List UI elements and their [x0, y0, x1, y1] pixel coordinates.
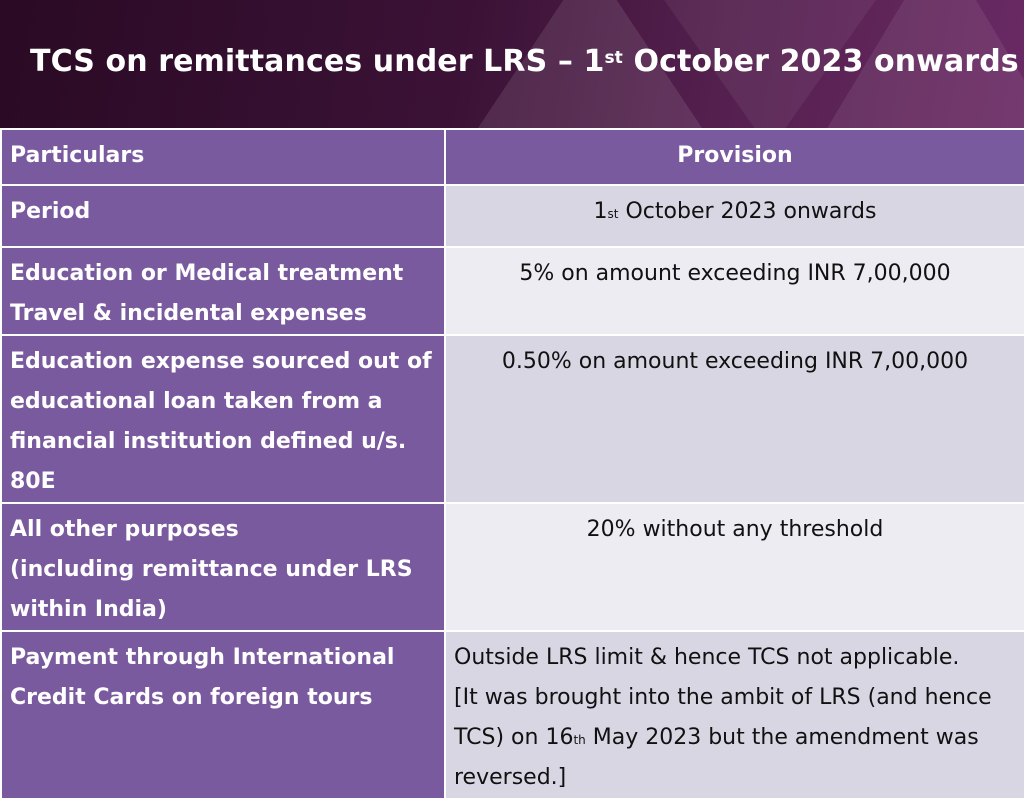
row-label: Education or Medical treatment Travel & i… — [0, 246, 446, 336]
row-label: Education expense sourced out of educati… — [0, 334, 446, 504]
table-row: Education expense sourced out of educati… — [0, 334, 1024, 504]
row-value: 5% on amount exceeding INR 7,00,000 — [444, 246, 1024, 336]
row-label: Period — [0, 184, 446, 248]
table-header-row: Particulars Provision — [0, 128, 1024, 186]
slide-header: TCS on remittances under LRS – 1st Octob… — [0, 0, 1024, 128]
table-row: Period 1st October 2023 onwards — [0, 184, 1024, 248]
decorative-triangle — [650, 0, 890, 128]
slide-title: TCS on remittances under LRS – 1st Octob… — [30, 44, 1019, 79]
row-label: All other purposes (including remittance … — [0, 502, 446, 632]
row-value: Outside LRS limit & hence TCS not applic… — [444, 630, 1024, 800]
decorative-triangle — [820, 0, 1024, 128]
row-value: 1st October 2023 onwards — [444, 184, 1024, 248]
decorative-triangle — [470, 0, 710, 128]
row-value: 20% without any threshold — [444, 502, 1024, 632]
table-row: Education or Medical treatment Travel & i… — [0, 246, 1024, 336]
header-provision: Provision — [444, 128, 1024, 186]
header-particulars: Particulars — [0, 128, 446, 186]
row-value: 0.50% on amount exceeding INR 7,00,000 — [444, 334, 1024, 504]
row-label: Payment through International Credit Car… — [0, 630, 446, 800]
provisions-table: Particulars Provision Period 1st October… — [0, 128, 1024, 800]
table-row: Payment through International Credit Car… — [0, 630, 1024, 800]
table-row: All other purposes (including remittance … — [0, 502, 1024, 632]
